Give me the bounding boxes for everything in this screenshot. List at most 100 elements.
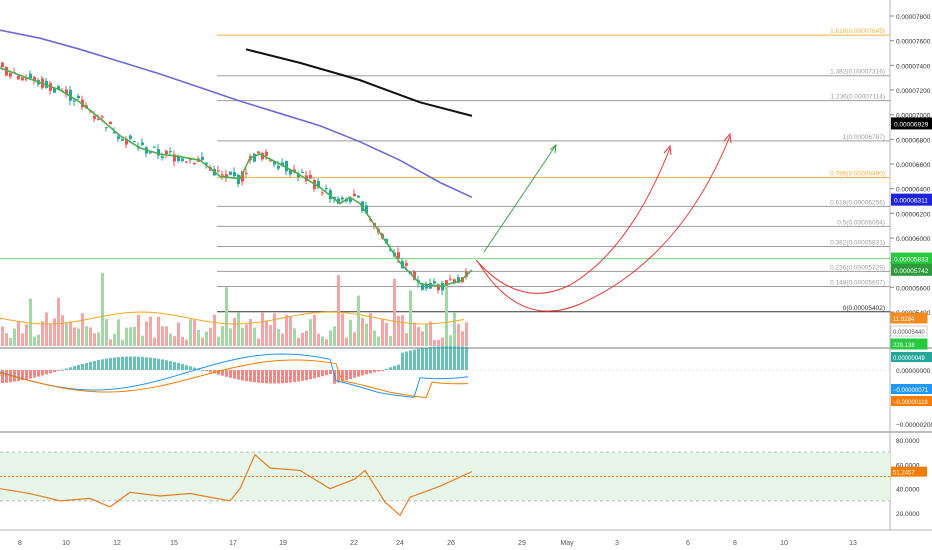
volume-bar [353, 332, 356, 346]
x-tick-label: 19 [279, 540, 287, 547]
y-tick-label: 0.00006200 [896, 211, 931, 218]
macd-hist-bar [289, 370, 292, 383]
price-badge-label: 0.00006929 [894, 121, 929, 128]
macd-hist-bar [205, 370, 208, 372]
macd-hist-bar [305, 370, 308, 381]
series-line [0, 29, 473, 199]
candle-body [217, 170, 220, 172]
macd-hist-bar [109, 358, 112, 370]
macd-panel [0, 346, 890, 399]
volume-bar [265, 321, 268, 346]
volume-bar [365, 323, 368, 346]
macd-hist-bar [409, 350, 412, 370]
candle-body [93, 115, 96, 119]
volume-bar [225, 287, 228, 346]
volume-bar [105, 319, 108, 346]
macd-hist-bar [217, 370, 220, 375]
macd-hist-bar [457, 346, 460, 370]
fib-levels: 1.618(0.00007645) 1.382(0.00007316) 1.236(… [0, 28, 890, 313]
volume-bar [273, 313, 276, 346]
volume-bar [425, 324, 428, 346]
macd-badge [891, 384, 932, 394]
volume-bar [45, 312, 48, 346]
macd-hist-bar [241, 370, 244, 381]
macd-hist-bar [357, 370, 360, 377]
macd-hist-bar [393, 365, 396, 370]
candle-body [181, 158, 184, 162]
macd-hist-bar [373, 370, 376, 373]
macd-hist-bar [433, 346, 436, 370]
volume-bar [197, 329, 200, 346]
macd-hist-bar [213, 370, 216, 374]
macd-hist-bar [341, 370, 344, 382]
y-tick-label: 0.00007400 [896, 63, 931, 70]
macd-hist-bar [41, 370, 44, 376]
candle-body [53, 88, 56, 93]
x-tick-label: 24 [396, 540, 404, 547]
candle-body [29, 73, 32, 79]
candle-body [305, 175, 308, 181]
candle-body [425, 284, 428, 289]
volume-bar [337, 275, 340, 346]
fib-label: 1(0.00006787) [843, 134, 885, 141]
macd-hist-bar [297, 370, 300, 382]
candle-body [301, 172, 304, 174]
volume-bar [445, 281, 448, 346]
candle-body [385, 238, 388, 244]
macd-hist-bar [449, 346, 452, 370]
volume-bar [17, 321, 20, 346]
macd-hist-bar [225, 370, 228, 377]
macd-badge [891, 352, 932, 362]
projection-arrows [475, 132, 732, 312]
candle-body [233, 172, 236, 177]
macd-hist-bar [293, 370, 296, 383]
x-tick-label: 10 [62, 540, 70, 547]
x-tick-label: 8 [733, 540, 737, 547]
candle-body [265, 151, 268, 156]
rsi-tick-label: 20.0000 [896, 511, 920, 518]
macd-hist-bar [249, 370, 252, 382]
volume-bar [253, 327, 256, 346]
volume-bar [461, 331, 464, 346]
candle-body [317, 181, 320, 188]
macd-hist-bar [413, 349, 416, 370]
bull-arrow [483, 144, 557, 253]
candle-body [153, 146, 156, 148]
macd-hist-bar [161, 359, 164, 370]
x-tick-label: 22 [350, 540, 358, 547]
candle-body [333, 197, 336, 199]
volume-bar [97, 332, 100, 346]
volume-bar [325, 339, 328, 346]
volume-bar [193, 319, 196, 346]
volume-bar [261, 312, 264, 346]
macd-hist-bar [329, 370, 332, 375]
volume-bar [137, 314, 140, 346]
macd-hist-bar [85, 362, 88, 370]
fib-label: 0.5(0.00006094) [837, 219, 885, 226]
volume-bar [121, 339, 124, 346]
candle-body [277, 165, 280, 169]
candle-body [161, 156, 164, 158]
volume-bar [429, 321, 432, 346]
fib-label: 1.236(0.00007114) [831, 94, 885, 101]
candle-body [325, 188, 328, 190]
candle-body [253, 153, 256, 162]
macd-badge-label: 0.00000049 [893, 356, 925, 362]
fib-label: 0(0.00005402) [843, 305, 885, 312]
candle-body [21, 77, 24, 81]
candle-body [365, 205, 368, 214]
x-tick-label: 3 [615, 540, 619, 547]
arrow-head [549, 143, 557, 154]
rsi-line [0, 453, 473, 517]
volume-bar [29, 298, 32, 346]
candle-body [281, 162, 284, 166]
rsi-tick-label: 80.0000 [896, 438, 920, 445]
volume-bar [437, 339, 440, 346]
candle-body [441, 282, 444, 291]
macd-tick-label: −0.00000200 [896, 422, 932, 429]
y-tick-label: 0.00007200 [896, 88, 931, 95]
volume-bar [73, 327, 76, 346]
volume-bar [357, 295, 360, 346]
macd-hist-bar [73, 366, 76, 370]
volume-badge [890, 312, 928, 324]
